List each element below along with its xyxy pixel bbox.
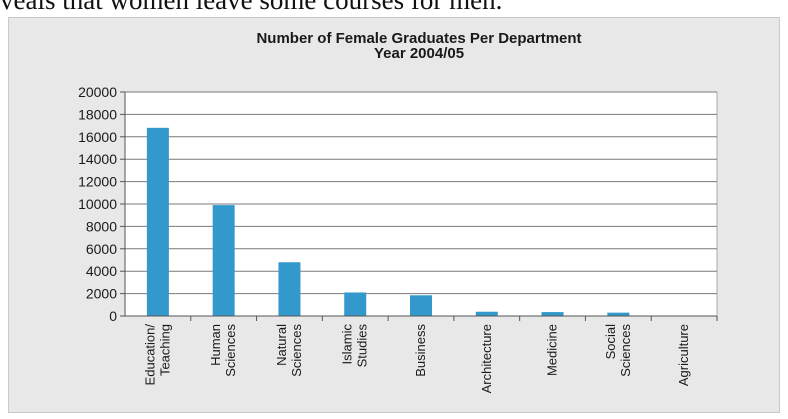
x-tick-label-group: Islamic Studies xyxy=(340,324,370,368)
bar-2 xyxy=(278,262,301,316)
x-tick-label-group: Education/Teaching xyxy=(142,324,172,386)
bars xyxy=(146,127,630,316)
y-tick-labels: 0 2000 4000 6000 8000 10000 12000 14000 16000 180… xyxy=(78,84,117,324)
x-tick-label: Education/ xyxy=(142,324,157,386)
x-tick-label: Studies xyxy=(355,324,370,368)
y-tick-label: 12000 xyxy=(78,174,117,190)
y-tick-label: 8000 xyxy=(86,218,117,234)
x-tick-label: Medicine xyxy=(545,324,560,376)
axes xyxy=(120,91,718,321)
bar-3 xyxy=(344,292,367,316)
x-tick-label: Social xyxy=(603,324,618,360)
x-tick-label: Agriculture xyxy=(676,324,691,386)
x-tick-label: Islamic xyxy=(340,324,355,365)
bar-0 xyxy=(146,127,169,316)
x-tick-label: Teaching xyxy=(157,324,172,376)
bar-7 xyxy=(607,312,630,316)
bar-1 xyxy=(212,205,235,316)
x-tick-label-group: Agriculture xyxy=(676,324,691,386)
bar-6 xyxy=(541,312,564,316)
chart-title-line-0: Number of Female Graduates Per Departmen… xyxy=(256,30,581,47)
chart-title-line-1: Year 2004/05 xyxy=(374,45,464,62)
y-tick-label: 10000 xyxy=(78,196,117,212)
y-tick-label: 2000 xyxy=(86,286,117,302)
x-tick-label: Architecture xyxy=(479,324,494,393)
x-tick-label: Sciences xyxy=(223,324,238,377)
y-tick-label: 16000 xyxy=(78,129,117,145)
y-tick-label: 6000 xyxy=(86,241,117,257)
chart-title: Number of Female Graduates Per Departmen… xyxy=(256,30,581,62)
bar-4 xyxy=(410,295,432,316)
x-tick-label: Sciences xyxy=(289,324,304,377)
y-tick-label: 20000 xyxy=(78,84,117,100)
y-tick-label: 18000 xyxy=(78,106,117,122)
x-tick-labels: Education/Teaching Human Sciences Natural Sc… xyxy=(142,324,691,394)
x-tick-label: Business xyxy=(413,324,428,377)
x-tick-label: Natural xyxy=(274,324,289,366)
x-tick-label-group: Social Sciences xyxy=(603,324,633,377)
x-tick-label-group: Human Sciences xyxy=(208,324,238,377)
document-caption: veals that women leave some courses for … xyxy=(0,0,503,15)
x-tick-label-group: Natural Sciences xyxy=(274,324,304,377)
x-tick-label-group: Business xyxy=(413,324,428,377)
x-tick-label-group: Medicine xyxy=(545,324,560,376)
x-tick-label: Human xyxy=(208,324,223,366)
y-tick-label: 4000 xyxy=(86,263,117,279)
y-tick-label: 0 xyxy=(109,308,117,324)
x-tick-label-group: Architecture xyxy=(479,324,494,393)
x-tick-label: Sciences xyxy=(618,324,633,377)
y-tick-label: 14000 xyxy=(78,151,117,167)
bar-5 xyxy=(475,311,498,316)
